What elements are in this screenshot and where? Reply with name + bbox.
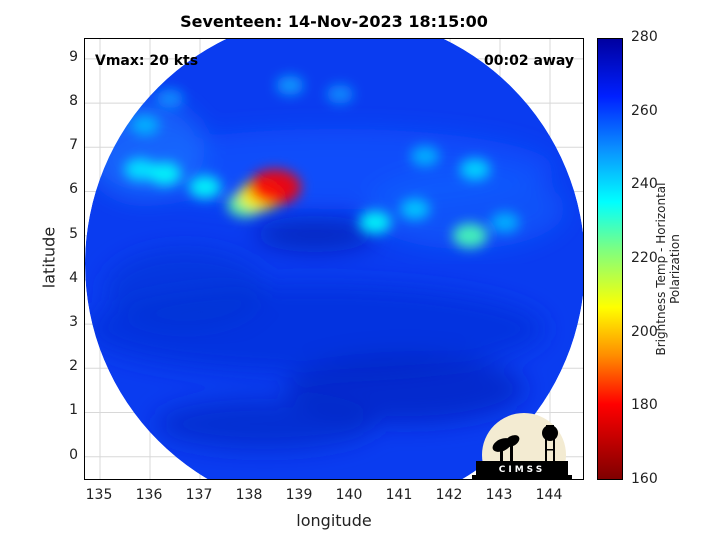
x-tick-label: 136 [135, 487, 163, 503]
colorbar-tick-label: 280 [631, 29, 658, 45]
y-tick-label: 3 [69, 314, 78, 331]
colorbar [597, 38, 623, 480]
convective-clusters [124, 75, 520, 248]
y-tick-label: 2 [69, 358, 78, 375]
plot-area [84, 38, 584, 480]
x-axis-label: longitude [296, 511, 372, 530]
chart-title: Seventeen: 14-Nov-2023 18:15:00 [180, 12, 488, 31]
cimss-logo: CIMSS [472, 413, 572, 479]
colorbar-tick-label: 240 [631, 176, 658, 193]
y-tick-label: 7 [69, 137, 78, 154]
cold-cloud-cluster [490, 212, 520, 233]
y-tick-label: 9 [69, 48, 78, 65]
x-tick-label: 142 [435, 487, 463, 503]
warm-shadow-regions [85, 216, 545, 449]
y-tick-label: 1 [69, 402, 78, 419]
time-away-annotation: 00:02 away [484, 53, 574, 69]
y-tick-label: 0 [69, 446, 78, 463]
brightness-temp-swath [85, 39, 583, 479]
swath-map [85, 39, 583, 479]
cold-cloud-cluster [188, 175, 222, 199]
cold-cloud-cluster [276, 75, 304, 96]
x-tick-label: 139 [285, 487, 313, 503]
cold-cloud-cluster [358, 211, 392, 234]
x-tick-label: 137 [185, 487, 213, 503]
cold-cloud-cluster [410, 145, 440, 167]
colorbar-tick-label: 200 [631, 323, 658, 340]
x-tick-label: 138 [235, 487, 263, 503]
x-tick-label: 143 [485, 487, 513, 503]
cold-cloud-cluster [124, 158, 156, 181]
x-tick-label: 141 [385, 487, 413, 503]
x-tick-label: 135 [85, 487, 113, 503]
colorbar-tick-label: 260 [631, 102, 658, 119]
cold-cloud-cluster [130, 114, 160, 136]
y-tick-label: 5 [69, 225, 78, 242]
y-tick-label: 8 [69, 93, 78, 110]
colorbar-tick-label: 160 [631, 471, 658, 487]
cold-cloud-cluster [400, 198, 430, 220]
y-axis-label: latitude [39, 226, 59, 289]
colorbar-tick-label: 220 [631, 250, 658, 266]
x-tick-label: 140 [335, 487, 363, 503]
colorbar-label: Brightness Temp - Horizontal Polarizatio… [654, 182, 682, 356]
svg-text:CIMSS: CIMSS [499, 465, 545, 475]
cold-cloud-cluster [326, 84, 354, 104]
cold-cloud-cluster [249, 169, 301, 206]
vmax-annotation: Vmax: 20 kts [95, 53, 199, 69]
cold-cloud-cluster [156, 89, 184, 109]
cold-cloud-cluster [459, 158, 491, 181]
x-tick-label: 144 [535, 487, 563, 503]
y-tick-label: 4 [69, 269, 78, 286]
cold-cloud-cluster [148, 162, 182, 186]
colorbar-tick-label: 180 [631, 397, 658, 414]
y-tick-label: 6 [69, 181, 78, 198]
cold-cloud-cluster [452, 223, 488, 248]
